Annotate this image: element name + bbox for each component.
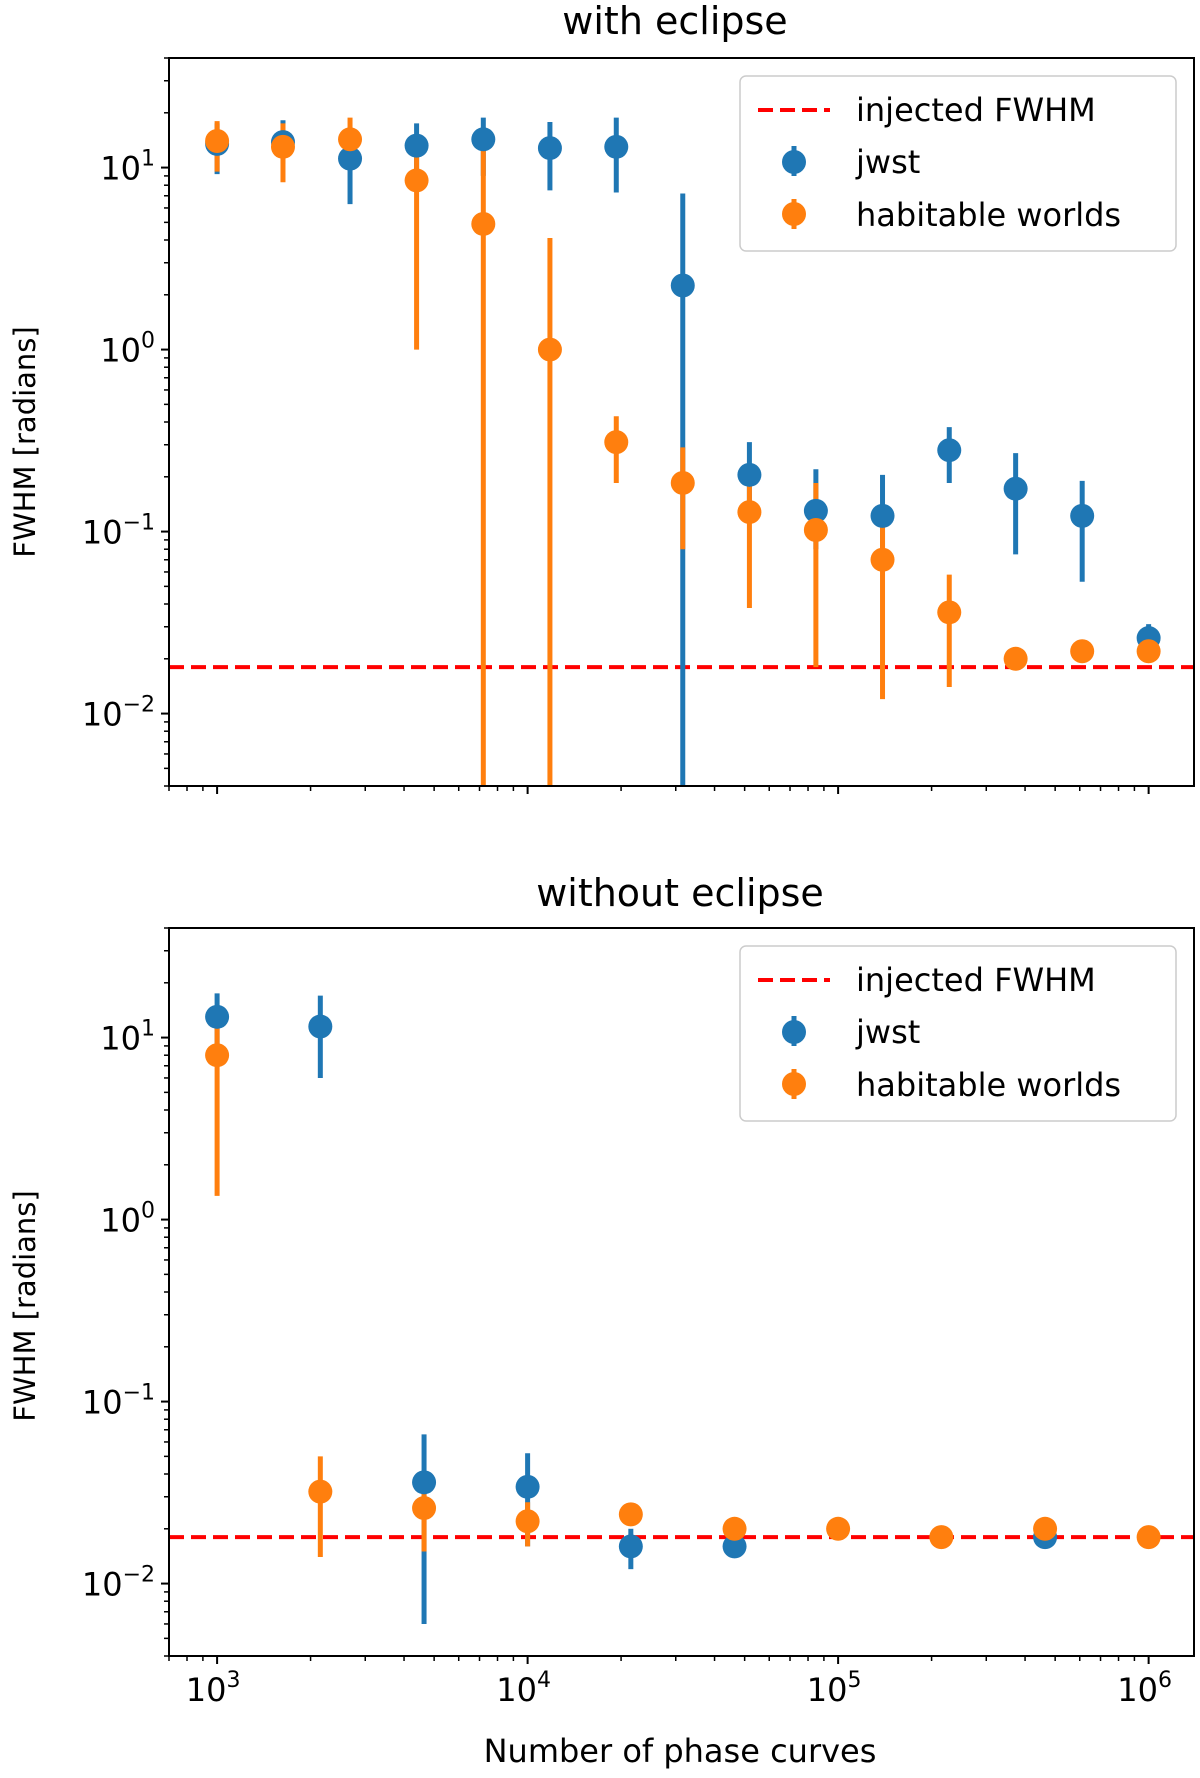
point-habitable-worlds xyxy=(412,1496,437,1521)
point-jwst xyxy=(515,1474,540,1499)
y-tick-label: 10−2 xyxy=(82,1563,155,1604)
y-tick-label: 101 xyxy=(100,147,155,188)
x-axis-label: Number of phase curves xyxy=(484,1732,877,1770)
legend: injected FWHM jwst habitable worlds xyxy=(739,945,1177,1122)
y-tick-label: 100 xyxy=(100,329,155,370)
point-jwst xyxy=(604,134,629,159)
y-axis-label: FWHM [radians] xyxy=(8,326,42,557)
point-jwst xyxy=(803,498,828,523)
point-habitable-worlds xyxy=(618,1502,643,1527)
chart-panel-with-eclipse: with eclipse FWHM [radians] 10−210−11001… xyxy=(8,0,1195,794)
point-jwst xyxy=(1003,476,1028,501)
legend-frame xyxy=(739,945,1177,1122)
chart-title: with eclipse xyxy=(562,0,787,43)
point-habitable-worlds xyxy=(722,1516,747,1541)
point-habitable-worlds xyxy=(1003,646,1028,671)
y-tick-label: 101 xyxy=(100,1017,155,1058)
x-axis: 103 104 105 106 xyxy=(168,1656,1172,1709)
x-tick-label: 106 xyxy=(1117,1668,1172,1709)
x-tick-label: 103 xyxy=(186,1668,241,1709)
point-habitable-worlds xyxy=(1136,639,1161,664)
chart-panel-without-eclipse: without eclipse FWHM [radians] Number of… xyxy=(8,871,1195,1770)
point-habitable-worlds xyxy=(604,430,629,455)
point-jwst xyxy=(412,1470,437,1495)
x-tick-label: 105 xyxy=(807,1668,862,1709)
legend-habitable-worlds-label: habitable worlds xyxy=(856,1066,1121,1104)
point-habitable-worlds xyxy=(870,547,895,572)
legend-jwst-label: jwst xyxy=(855,1013,920,1051)
point-jwst xyxy=(722,1534,747,1559)
y-axis: 10−2 10−1 100 101 xyxy=(82,927,169,1657)
point-habitable-worlds xyxy=(270,134,295,159)
point-jwst xyxy=(338,146,363,171)
legend-habitable-worlds-swatch xyxy=(782,1069,806,1099)
x-axis xyxy=(168,786,1150,794)
point-habitable-worlds xyxy=(670,470,695,495)
point-habitable-worlds xyxy=(471,211,496,236)
point-jwst xyxy=(471,127,496,152)
point-habitable-worlds xyxy=(937,600,962,625)
x-tick-label: 104 xyxy=(496,1668,551,1709)
legend-jwst-swatch xyxy=(782,146,806,176)
point-jwst xyxy=(670,273,695,298)
point-habitable-worlds xyxy=(205,128,230,153)
point-habitable-worlds xyxy=(1136,1525,1161,1550)
legend-jwst-label: jwst xyxy=(855,143,920,181)
point-jwst xyxy=(1070,503,1095,528)
y-tick-label: 10−2 xyxy=(82,693,155,734)
legend-habitable-worlds-label: habitable worlds xyxy=(856,196,1121,234)
legend-habitable-worlds-swatch xyxy=(782,199,806,229)
point-habitable-worlds xyxy=(515,1509,540,1534)
chart-title: without eclipse xyxy=(536,871,824,915)
legend-frame xyxy=(739,75,1177,252)
point-jwst xyxy=(737,462,762,487)
legend-ref-line-label: injected FWHM xyxy=(856,961,1096,999)
legend: injected FWHM jwst habitable worlds xyxy=(739,75,1177,252)
point-habitable-worlds xyxy=(1070,639,1095,664)
point-habitable-worlds xyxy=(537,337,562,362)
point-habitable-worlds xyxy=(737,500,762,525)
point-habitable-worlds xyxy=(826,1516,851,1541)
point-habitable-worlds xyxy=(308,1479,333,1504)
y-axis: 10−2 10−1 100 101 xyxy=(82,57,169,787)
point-jwst xyxy=(308,1014,333,1039)
point-habitable-worlds xyxy=(1033,1516,1058,1541)
point-jwst xyxy=(404,133,429,158)
legend-jwst-swatch xyxy=(782,1016,806,1046)
point-jwst xyxy=(537,136,562,161)
point-jwst xyxy=(618,1534,643,1559)
y-tick-label: 100 xyxy=(100,1199,155,1240)
y-tick-label: 10−1 xyxy=(82,1381,155,1422)
y-axis-label: FWHM [radians] xyxy=(8,1190,42,1421)
point-habitable-worlds xyxy=(803,518,828,543)
y-tick-label: 10−1 xyxy=(82,511,155,552)
point-jwst xyxy=(937,438,962,463)
point-jwst xyxy=(205,1004,230,1029)
point-jwst xyxy=(870,503,895,528)
legend-ref-line-label: injected FWHM xyxy=(856,91,1096,129)
point-habitable-worlds xyxy=(404,168,429,193)
point-habitable-worlds xyxy=(338,127,363,152)
point-habitable-worlds xyxy=(929,1525,954,1550)
point-habitable-worlds xyxy=(205,1043,230,1068)
